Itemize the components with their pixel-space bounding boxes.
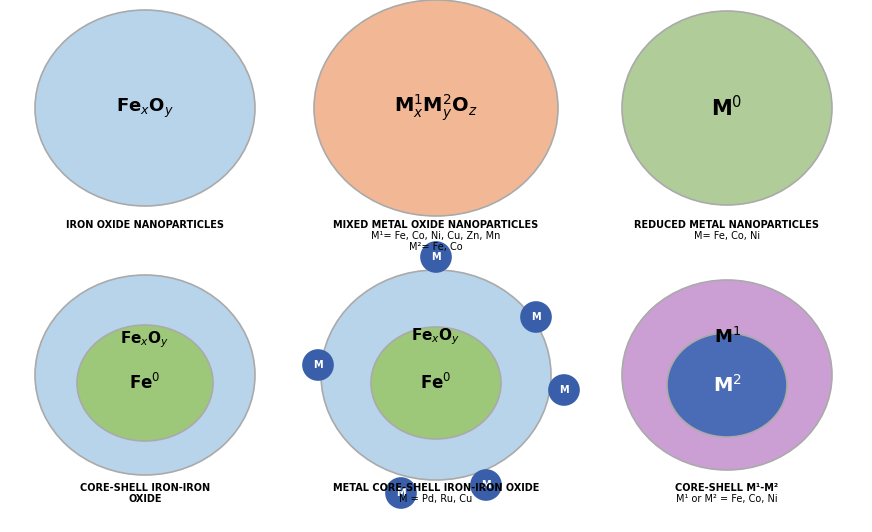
Text: Fe$_x$O$_y$: Fe$_x$O$_y$ [120, 330, 170, 350]
Text: M$^1_x$M$^2_y$O$_z$: M$^1_x$M$^2_y$O$_z$ [394, 93, 478, 123]
Text: M: M [313, 360, 323, 370]
Text: M: M [396, 488, 405, 498]
Text: M: M [431, 252, 441, 262]
Text: M= Fe, Co, Ni: M= Fe, Co, Ni [694, 231, 760, 241]
Ellipse shape [35, 275, 255, 475]
Ellipse shape [314, 0, 558, 216]
Ellipse shape [35, 10, 255, 206]
Text: M: M [531, 312, 541, 322]
Text: M$^0$: M$^0$ [712, 95, 743, 121]
Text: Fe$^0$: Fe$^0$ [420, 373, 452, 393]
Text: Fe$_x$O$_y$: Fe$_x$O$_y$ [412, 327, 460, 347]
Text: Fe$_x$O$_y$: Fe$_x$O$_y$ [116, 96, 174, 120]
Ellipse shape [622, 11, 832, 205]
Circle shape [421, 242, 451, 272]
Ellipse shape [77, 325, 213, 441]
Circle shape [386, 478, 416, 508]
Text: M¹ or M² = Fe, Co, Ni: M¹ or M² = Fe, Co, Ni [676, 494, 778, 504]
Text: IRON OXIDE NANOPARTICLES: IRON OXIDE NANOPARTICLES [66, 220, 224, 230]
Text: METAL CORE-SHELL IRON-IRON OXIDE: METAL CORE-SHELL IRON-IRON OXIDE [333, 483, 539, 493]
Text: M¹= Fe, Co, Ni, Cu, Zn, Mn: M¹= Fe, Co, Ni, Cu, Zn, Mn [371, 231, 501, 241]
Ellipse shape [371, 327, 501, 439]
Text: M: M [559, 385, 569, 395]
Ellipse shape [667, 333, 787, 437]
Text: M: M [481, 480, 491, 490]
Ellipse shape [622, 280, 832, 470]
Text: OXIDE: OXIDE [128, 494, 161, 504]
Circle shape [471, 470, 501, 500]
Text: Fe$^0$: Fe$^0$ [129, 373, 160, 393]
Ellipse shape [321, 270, 551, 480]
Text: CORE-SHELL M¹-M²: CORE-SHELL M¹-M² [676, 483, 779, 493]
Circle shape [521, 302, 551, 332]
Text: REDUCED METAL NANOPARTICLES: REDUCED METAL NANOPARTICLES [635, 220, 820, 230]
Text: CORE-SHELL IRON-IRON: CORE-SHELL IRON-IRON [80, 483, 210, 493]
Text: M$^2$: M$^2$ [712, 374, 741, 396]
Text: M$^1$: M$^1$ [713, 327, 740, 347]
Circle shape [549, 375, 579, 405]
Text: M = Pd, Ru, Cu: M = Pd, Ru, Cu [399, 494, 473, 504]
Text: MIXED METAL OXIDE NANOPARTICLES: MIXED METAL OXIDE NANOPARTICLES [333, 220, 539, 230]
Circle shape [303, 350, 333, 380]
Text: M²= Fe, Co: M²= Fe, Co [409, 242, 463, 252]
